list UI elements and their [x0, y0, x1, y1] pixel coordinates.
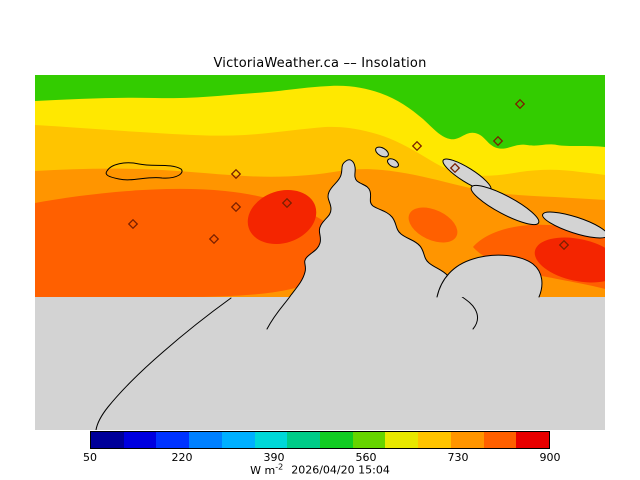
island-northeast-strip [542, 211, 605, 239]
insolation-field [35, 75, 605, 297]
colorbar-tick-label: 900 [539, 451, 561, 464]
colorbar-tick-label: 220 [171, 451, 193, 464]
colorbar-labels: 50 220 390 560 730 900 [83, 451, 561, 464]
colorbar-segment [156, 432, 190, 448]
colorbar-tick-label: 390 [263, 451, 285, 464]
southeast-land [437, 255, 542, 297]
colorbar-segment [91, 432, 124, 448]
coastline-southwest [95, 297, 232, 430]
colorbar-segment [483, 432, 517, 448]
colorbar-segment [418, 432, 451, 448]
datetime-label: 2026/04/20 15:04 [291, 463, 390, 477]
band-dark-orange-inlet [408, 207, 458, 243]
hotspot-red-east [534, 237, 605, 283]
island-long-2 [470, 184, 540, 226]
insolation-map [35, 75, 605, 430]
station-marker [411, 140, 423, 152]
peninsula-land [267, 159, 478, 329]
station-markers [127, 98, 570, 251]
colorbar-segment [287, 432, 321, 448]
colorbar [90, 431, 550, 449]
hotspot-red-west [247, 190, 317, 244]
colorbar-tick-label: 730 [447, 451, 469, 464]
page-title: VictoriaWeather.ca –– Insolation [213, 56, 427, 71]
colorbar-segment [450, 432, 484, 448]
southeast-coastline [436, 254, 543, 298]
station-marker [492, 135, 504, 147]
island-small-1 [375, 146, 389, 158]
station-marker [208, 233, 220, 245]
island-small-2 [387, 158, 399, 168]
colorbar-segment [320, 432, 353, 448]
band-green [35, 75, 605, 149]
colorbar-segment [516, 432, 550, 448]
colorbar-segment [221, 432, 255, 448]
colorbar-tick-label: 560 [355, 451, 377, 464]
colorbar-segment [254, 432, 288, 448]
colorbar-segment [385, 432, 419, 448]
colorbar-segment [189, 432, 222, 448]
station-marker [449, 162, 461, 174]
station-marker [514, 98, 526, 110]
station-marker [127, 218, 139, 230]
lake-outline [105, 162, 183, 181]
station-marker [281, 197, 293, 209]
station-marker [230, 168, 242, 180]
station-marker [230, 201, 242, 213]
colorbar-segment [352, 432, 386, 448]
map-canvas [35, 75, 605, 430]
station-marker [558, 239, 570, 251]
units-label: W m-2 [250, 462, 284, 477]
colorbar-segment [123, 432, 157, 448]
peninsula-coastline [266, 159, 478, 330]
colorbar-tick-label: 50 [83, 451, 97, 464]
scale-caption: W m-2 2026/04/20 15:04 [0, 462, 640, 477]
